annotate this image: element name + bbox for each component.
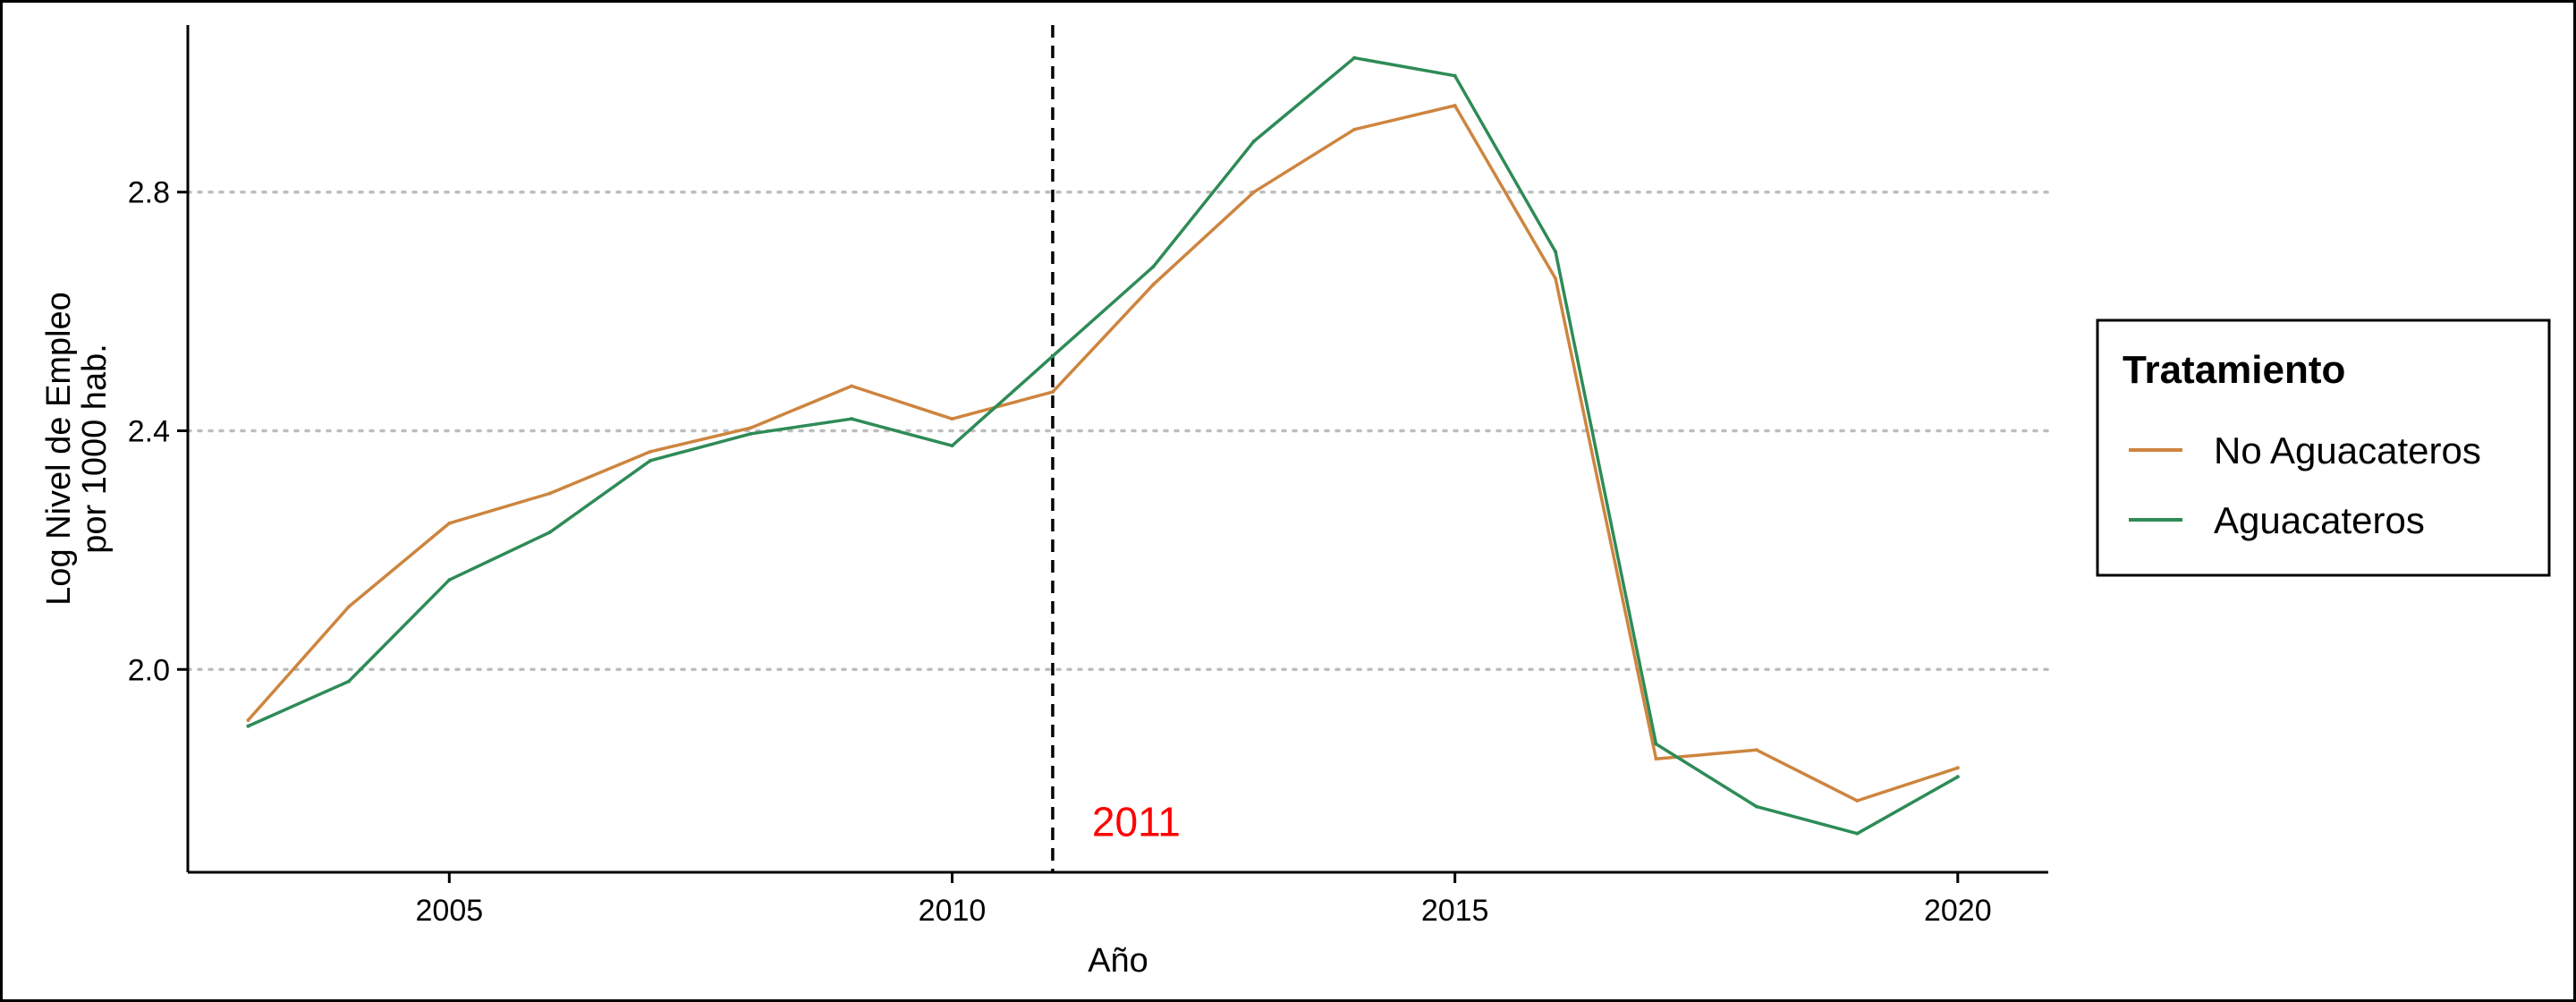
data-point-0-13: [1554, 276, 1558, 281]
data-point-1-12: [1453, 73, 1457, 78]
x-axis-title: Año: [1088, 942, 1148, 980]
data-point-0-7: [950, 417, 954, 421]
data-point-1-2: [447, 578, 452, 582]
data-point-1-11: [1352, 55, 1357, 60]
data-point-0-2: [447, 521, 452, 525]
series-layer: [246, 55, 1960, 836]
legend: Tratamiento No Aguacateros Aguacateros: [2096, 318, 2551, 577]
data-point-1-16: [1855, 831, 1860, 836]
x-tick-label-3: 2020: [1924, 894, 1992, 928]
data-point-1-9: [1151, 265, 1156, 269]
legend-label-1: Aguacateros: [2214, 499, 2425, 541]
gridlines: [186, 190, 2050, 672]
data-point-1-17: [1955, 775, 1960, 779]
data-point-1-1: [346, 679, 351, 684]
y-axis-ticks: 2.0 2.4 2.8: [128, 176, 188, 687]
data-point-1-7: [950, 444, 954, 448]
series-line-1: [247, 55, 1959, 836]
data-point-0-6: [850, 384, 854, 388]
data-point-1-0: [246, 724, 250, 728]
x-tick-label-0: 2005: [416, 894, 484, 928]
data-point-1-5: [749, 431, 753, 436]
series-line-0: [247, 104, 1959, 802]
data-point-0-14: [1654, 757, 1658, 761]
data-point-1-15: [1754, 804, 1758, 809]
data-point-1-8: [1050, 354, 1055, 359]
legend-items: No Aguacateros Aguacateros: [2129, 429, 2481, 541]
reference-line-label: 2011: [1092, 798, 1181, 845]
data-point-1-10: [1251, 140, 1256, 144]
y-axis-title-line-2: por 1000 hab.: [76, 344, 114, 554]
legend-title: Tratamiento: [2123, 348, 2345, 392]
data-point-0-5: [749, 426, 753, 430]
legend-label-0: No Aguacateros: [2214, 429, 2481, 471]
data-point-0-3: [547, 491, 552, 496]
y-axis-title: Log Nivel de Empleo por 1000 hab.: [40, 292, 114, 606]
data-point-1-6: [850, 417, 854, 421]
y-tick-label-2: 2.8: [128, 176, 170, 210]
x-tick-label-2: 2015: [1421, 894, 1489, 928]
data-point-0-11: [1352, 127, 1357, 132]
data-point-1-14: [1654, 742, 1658, 746]
data-point-0-0: [246, 718, 250, 722]
legend-box: [2096, 318, 2551, 577]
x-axis-ticks: 2005 2010 2015 2020: [416, 872, 1992, 928]
y-tick-label-0: 2.0: [128, 653, 170, 687]
data-point-1-4: [648, 458, 653, 463]
x-tick-label-1: 2010: [919, 894, 987, 928]
data-point-0-10: [1251, 190, 1256, 194]
data-point-0-12: [1453, 104, 1457, 108]
data-point-0-16: [1855, 798, 1860, 802]
data-point-0-15: [1754, 748, 1758, 752]
data-point-0-8: [1050, 390, 1055, 395]
data-point-1-3: [547, 530, 552, 534]
data-point-0-4: [648, 449, 653, 454]
data-point-0-17: [1955, 766, 1960, 770]
y-tick-label-1: 2.4: [128, 414, 170, 448]
data-point-1-13: [1554, 250, 1558, 254]
data-point-0-9: [1151, 283, 1156, 287]
data-point-0-1: [346, 605, 351, 609]
y-axis-title-line-1: Log Nivel de Empleo: [40, 292, 78, 606]
